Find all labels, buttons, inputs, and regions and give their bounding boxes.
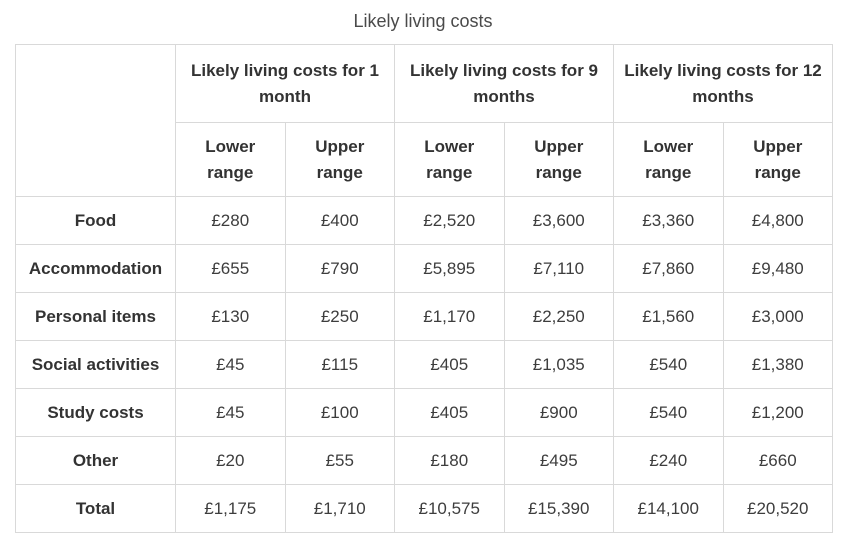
value-cell: £1,175 bbox=[175, 484, 286, 533]
value-cell: £280 bbox=[175, 196, 286, 245]
table-title: Likely living costs bbox=[353, 11, 493, 31]
value-cell: £130 bbox=[175, 292, 286, 341]
value-cell: £1,380 bbox=[722, 340, 833, 389]
value-cell: £14,100 bbox=[613, 484, 724, 533]
row-label: Study costs bbox=[15, 388, 176, 437]
value-cell: £250 bbox=[284, 292, 395, 341]
subheader-1-month-upper: Upper range bbox=[284, 122, 395, 197]
subheader-label: Upper range bbox=[753, 136, 803, 182]
subheader-label: Lower range bbox=[643, 136, 694, 182]
value-cell: £115 bbox=[284, 340, 395, 389]
corner-cell bbox=[15, 44, 176, 197]
subheader-label: Upper range bbox=[534, 136, 584, 182]
value-cell: £1,200 bbox=[722, 388, 833, 437]
value-cell: £45 bbox=[175, 388, 286, 437]
living-costs-table: Likely living costs for 1 month Likely l… bbox=[15, 44, 833, 533]
table-row-other: Other £20 £55 £180 £495 £240 £660 bbox=[15, 436, 833, 485]
value-cell: £400 bbox=[284, 196, 395, 245]
group-header-row: Likely living costs for 1 month Likely l… bbox=[15, 44, 833, 197]
value-cell: £3,600 bbox=[503, 196, 614, 245]
value-cell: £240 bbox=[613, 436, 724, 485]
value-cell: £20,520 bbox=[722, 484, 833, 533]
table-row-total: Total £1,175 £1,710 £10,575 £15,390 £14,… bbox=[15, 484, 833, 533]
value-cell: £1,170 bbox=[394, 292, 505, 341]
value-cell: £15,390 bbox=[503, 484, 614, 533]
row-label: Accommodation bbox=[15, 244, 176, 293]
value-cell: £2,250 bbox=[503, 292, 614, 341]
value-cell: £3,000 bbox=[722, 292, 833, 341]
subheader-row: Lower range Upper range Lower range Uppe… bbox=[16, 122, 833, 197]
subheader-9-months-upper: Upper range bbox=[503, 122, 614, 197]
group-header-1-month: Likely living costs for 1 month bbox=[175, 44, 395, 123]
value-cell: £45 bbox=[175, 340, 286, 389]
value-cell: £55 bbox=[284, 436, 395, 485]
row-label: Other bbox=[15, 436, 176, 485]
value-cell: £1,710 bbox=[284, 484, 395, 533]
table-row-personal-items: Personal items £130 £250 £1,170 £2,250 £… bbox=[15, 292, 833, 341]
value-cell: £5,895 bbox=[394, 244, 505, 293]
row-label: Personal items bbox=[15, 292, 176, 341]
value-cell: £180 bbox=[394, 436, 505, 485]
value-cell: £9,480 bbox=[722, 244, 833, 293]
subheader-12-months-upper: Upper range bbox=[722, 122, 833, 197]
value-cell: £20 bbox=[175, 436, 286, 485]
group-header-12-months-label: Likely living costs for 12 months bbox=[624, 60, 822, 106]
subheader-label: Lower range bbox=[205, 136, 256, 182]
subheader-9-months-lower: Lower range bbox=[394, 122, 505, 197]
table-row-accommodation: Accommodation £655 £790 £5,895 £7,110 £7… bbox=[15, 244, 833, 293]
subheader-1-month-lower: Lower range bbox=[175, 122, 286, 197]
value-cell: £540 bbox=[613, 388, 724, 437]
table-row-social-activities: Social activities £45 £115 £405 £1,035 £… bbox=[15, 340, 833, 389]
table-row-food: Food £280 £400 £2,520 £3,600 £3,360 £4,8… bbox=[15, 196, 833, 245]
value-cell: £790 bbox=[284, 244, 395, 293]
value-cell: £495 bbox=[503, 436, 614, 485]
subheader-label: Lower range bbox=[424, 136, 475, 182]
group-header-9-months-label: Likely living costs for 9 months bbox=[409, 60, 598, 106]
value-cell: £660 bbox=[722, 436, 833, 485]
table-row-study-costs: Study costs £45 £100 £405 £900 £540 £1,2… bbox=[15, 388, 833, 437]
value-cell: £2,520 bbox=[394, 196, 505, 245]
row-label: Total bbox=[15, 484, 176, 533]
value-cell: £7,110 bbox=[503, 244, 614, 293]
value-cell: £540 bbox=[613, 340, 724, 389]
value-cell: £900 bbox=[503, 388, 614, 437]
group-header-9-months: Likely living costs for 9 months bbox=[394, 44, 614, 123]
value-cell: £7,860 bbox=[613, 244, 724, 293]
value-cell: £4,800 bbox=[722, 196, 833, 245]
value-cell: £1,035 bbox=[503, 340, 614, 389]
value-cell: £10,575 bbox=[394, 484, 505, 533]
group-header-12-months: Likely living costs for 12 months bbox=[613, 44, 833, 123]
value-cell: £3,360 bbox=[613, 196, 724, 245]
row-label: Food bbox=[15, 196, 176, 245]
value-cell: £1,560 bbox=[613, 292, 724, 341]
group-header-1-month-label: Likely living costs for 1 month bbox=[190, 60, 379, 106]
value-cell: £405 bbox=[394, 388, 505, 437]
value-cell: £655 bbox=[175, 244, 286, 293]
row-label: Social activities bbox=[15, 340, 176, 389]
subheader-12-months-lower: Lower range bbox=[613, 122, 724, 197]
value-cell: £405 bbox=[394, 340, 505, 389]
value-cell: £100 bbox=[284, 388, 395, 437]
subheader-label: Upper range bbox=[315, 136, 365, 182]
